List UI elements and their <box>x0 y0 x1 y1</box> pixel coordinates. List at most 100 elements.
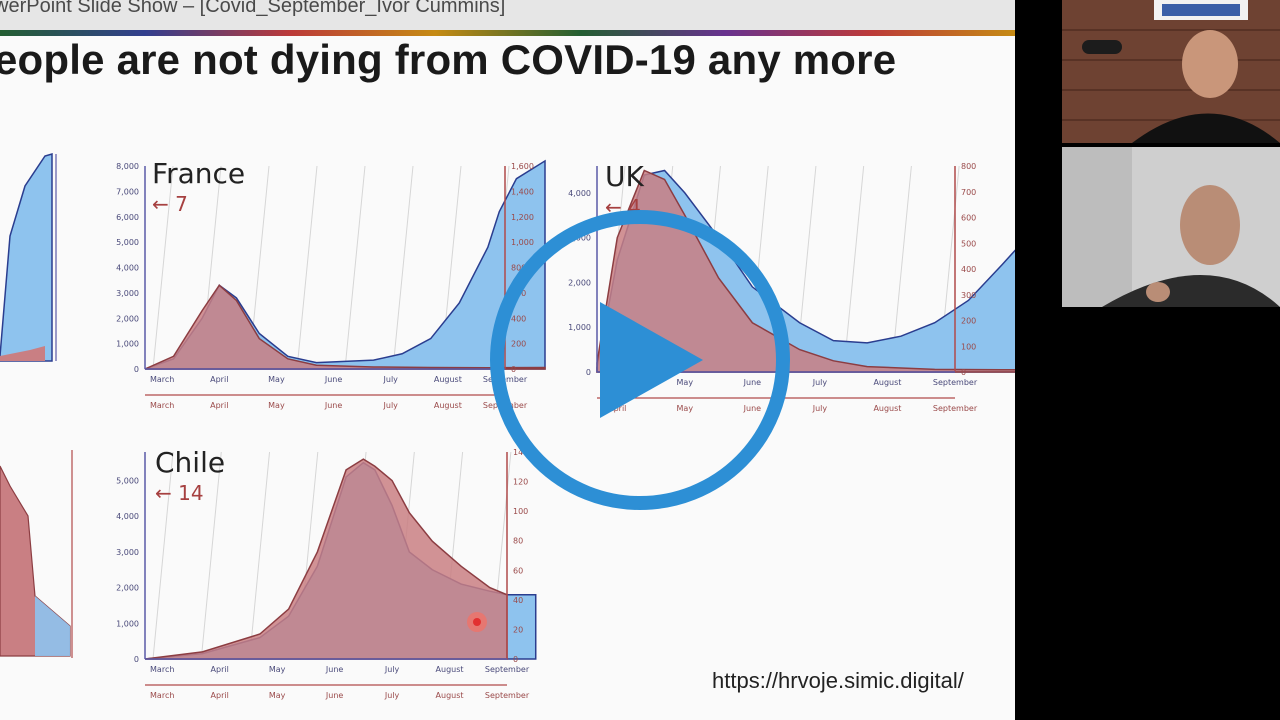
y-right-tick-label: 800 <box>961 162 976 171</box>
grid-line <box>200 451 222 660</box>
participant-video-1[interactable] <box>1062 0 1280 143</box>
x-tick-label-secondary: June <box>324 401 343 410</box>
y-right-tick-label: 100 <box>513 507 528 516</box>
cropped-chart-top-left-area <box>0 153 53 362</box>
x-tick-label: May <box>268 375 285 384</box>
y-right-tick-label: 400 <box>511 314 526 323</box>
x-tick-label-secondary: September <box>485 691 530 700</box>
y-left-tick-label: 3,000 <box>116 548 139 557</box>
x-tick-label-secondary: June <box>743 404 762 413</box>
y-left-tick-label: 1,000 <box>568 323 591 332</box>
x-tick-label: April <box>210 375 228 384</box>
x-tick-label-secondary: May <box>268 401 285 410</box>
window-titlebar: werPoint Slide Show – [Covid_September_I… <box>0 0 1015 30</box>
y-left-tick-label: 2,000 <box>568 278 591 287</box>
x-tick-label: March <box>150 375 174 384</box>
y-left-tick-label: 3,000 <box>116 289 139 298</box>
participant-1-frame <box>1062 0 1280 143</box>
y-left-tick-label: 7,000 <box>116 187 139 196</box>
y-left-tick-label: 6,000 <box>116 213 139 222</box>
y-right-tick-label: 1,400 <box>511 187 534 196</box>
x-tick-label-secondary: April <box>210 401 228 410</box>
y-left-tick-label: 0 <box>134 655 139 664</box>
x-tick-label-secondary: August <box>434 401 462 410</box>
grid-line <box>152 451 174 660</box>
play-icon <box>600 302 703 418</box>
x-tick-label-secondary: April <box>608 404 626 413</box>
y-left-tick-label: 5,000 <box>116 477 139 486</box>
x-tick-label: August <box>436 665 464 674</box>
x-tick-label: May <box>677 378 694 387</box>
y-right-tick-label: 0 <box>513 655 518 664</box>
country-label: France <box>152 157 245 190</box>
x-tick-label: July <box>383 375 399 384</box>
x-tick-label-secondary: April <box>211 691 229 700</box>
participant-2-frame <box>1062 147 1280 307</box>
y-right-tick-label: 100 <box>961 342 976 351</box>
y-right-tick-label: 400 <box>961 265 976 274</box>
x-tick-label-secondary: March <box>150 691 174 700</box>
slide-top-stripe <box>0 30 1015 36</box>
x-tick-label-secondary: July <box>384 691 400 700</box>
y-right-tick-label: 140 <box>513 448 528 457</box>
x-tick-label: June <box>743 378 762 387</box>
y-right-tick-label: 300 <box>961 291 976 300</box>
country-label: Chile <box>155 446 225 479</box>
cropped-chart-top-left-deaths <box>0 346 45 361</box>
y-right-tick-label: 120 <box>513 478 528 487</box>
x-tick-label: April <box>211 665 229 674</box>
pointer-dot <box>473 618 481 626</box>
x-tick-label: March <box>150 665 174 674</box>
grid-line <box>392 165 414 370</box>
y-right-tick-label: 20 <box>513 625 523 634</box>
y-right-tick-label: 700 <box>961 188 976 197</box>
y-left-tick-label: 4,000 <box>116 264 139 273</box>
y-left-tick-label: 4,000 <box>568 189 591 198</box>
y-right-tick-label: 600 <box>961 214 976 223</box>
lag-label: ← 7 <box>152 192 188 216</box>
series-area-deaths <box>144 458 508 660</box>
slide-title: eople are not dying from COVID-19 any mo… <box>0 36 897 83</box>
grid-line <box>152 165 174 370</box>
slide-charts: 0 1,000 2,000 3,000 4,000 5,000 6,000 7,000 8,00… <box>0 153 1015 700</box>
y-right-tick-label: 1,200 <box>511 213 534 222</box>
series-area-deaths <box>144 284 546 370</box>
grid-line <box>843 165 865 373</box>
y-left-tick-label: 0 <box>586 368 591 377</box>
y-right-tick-label: 800 <box>511 264 526 273</box>
cropped-chart-bottom-left-cases <box>35 596 70 656</box>
y-right-tick-label: 1,600 <box>511 162 534 171</box>
x-tick-label-secondary: May <box>269 691 286 700</box>
y-left-tick-label: 2,000 <box>116 314 139 323</box>
y-left-tick-label: 1,000 <box>116 340 139 349</box>
x-tick-label-secondary: March <box>150 401 174 410</box>
presentation-slide: 0 1,000 2,000 3,000 4,000 5,000 6,000 7,000 8,00… <box>0 36 1015 720</box>
y-right-tick-label: 60 <box>513 566 523 575</box>
grid-line <box>344 165 366 370</box>
source-url: https://hrvoje.simic.digital/ <box>712 668 964 693</box>
x-tick-label: September <box>933 378 978 387</box>
y-right-tick-label: 200 <box>961 317 976 326</box>
x-tick-label-secondary: August <box>436 691 464 700</box>
play-button[interactable] <box>490 210 790 510</box>
x-tick-label-secondary: May <box>677 404 694 413</box>
y-left-tick-label: 1,000 <box>116 619 139 628</box>
x-tick-label-secondary: July <box>383 401 399 410</box>
participant-video-2[interactable] <box>1062 147 1280 307</box>
x-tick-label: August <box>434 375 462 384</box>
window-title: werPoint Slide Show – [Covid_September_I… <box>0 0 506 17</box>
y-left-tick-label: 4,000 <box>116 512 139 521</box>
grid-line <box>249 451 271 660</box>
lag-label: ← 14 <box>155 481 204 505</box>
y-left-tick-label: 2,000 <box>116 584 139 593</box>
x-tick-label: July <box>812 378 828 387</box>
y-right-tick-label: 40 <box>513 596 523 605</box>
x-tick-label-secondary: July <box>812 404 828 413</box>
x-tick-label-secondary: June <box>325 691 344 700</box>
y-left-tick-label: 5,000 <box>116 238 139 247</box>
grid-line <box>296 165 318 370</box>
y-right-tick-label: 0 <box>961 368 966 377</box>
y-right-tick-label: 0 <box>511 365 516 374</box>
